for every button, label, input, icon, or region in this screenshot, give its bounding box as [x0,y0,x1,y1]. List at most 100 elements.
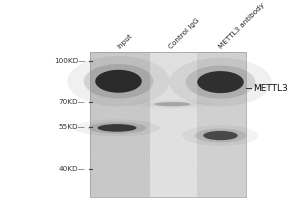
Point [134,90,139,94]
Point [242,132,247,135]
Point [226,124,231,127]
Point [157,185,161,188]
Point [223,71,228,75]
Point [113,136,118,139]
Point [209,140,214,144]
Point [169,76,173,79]
Point [175,104,180,107]
Point [117,94,122,98]
Point [142,145,146,148]
Point [223,88,227,91]
Point [141,162,146,165]
Point [217,161,221,164]
Point [129,180,134,183]
Point [236,138,241,141]
Point [148,171,152,174]
Point [96,99,101,103]
Point [103,78,107,81]
Point [227,140,232,144]
Point [191,135,196,138]
Point [156,53,161,56]
Point [204,117,209,120]
Point [212,133,217,136]
Point [162,91,167,94]
Point [234,94,239,97]
Point [197,166,202,169]
Point [121,133,126,136]
Point [210,144,215,148]
Point [173,122,178,125]
Point [221,159,226,163]
Point [236,93,240,96]
Point [148,150,153,153]
Point [178,161,183,164]
Point [204,65,209,69]
Point [152,97,156,101]
Point [95,127,100,130]
Point [207,97,212,100]
Point [222,60,227,63]
Point [153,119,158,122]
Point [102,66,106,69]
Point [231,98,236,101]
Point [134,133,139,136]
Point [111,85,116,88]
Point [148,117,153,120]
Point [224,115,229,118]
Point [138,85,142,89]
Point [88,154,93,157]
Point [158,119,162,122]
Point [99,90,103,93]
Point [225,114,230,117]
Point [220,97,225,100]
Point [176,158,181,161]
Point [108,61,113,64]
Point [121,63,125,66]
Point [91,68,96,71]
Point [180,54,185,58]
Point [198,93,203,96]
Point [89,165,94,168]
Point [94,154,99,157]
Point [93,160,98,163]
Point [155,101,160,105]
Point [202,55,206,58]
Point [194,103,198,106]
Point [173,128,178,131]
Point [153,165,158,169]
Point [237,113,242,116]
Point [140,114,145,117]
Point [137,149,142,152]
Point [113,163,118,166]
Point [192,100,197,104]
Point [159,77,164,80]
Point [210,92,215,95]
Point [156,128,161,131]
Point [133,59,137,63]
Point [158,104,162,107]
Point [100,73,105,76]
Point [147,190,152,193]
Point [132,56,136,59]
Point [105,97,110,100]
Point [217,145,221,148]
Point [160,146,164,149]
Point [214,189,219,192]
Point [204,71,209,75]
Point [149,190,154,193]
Point [170,189,175,192]
Point [200,128,205,131]
Point [194,188,199,191]
Point [107,106,112,110]
Point [134,161,139,164]
Point [126,178,131,181]
Ellipse shape [197,71,244,93]
Point [137,132,142,135]
Point [165,186,170,190]
Point [202,182,207,185]
Point [208,59,213,62]
Point [230,107,235,110]
Point [139,80,144,83]
Point [238,92,242,95]
Point [141,96,146,99]
